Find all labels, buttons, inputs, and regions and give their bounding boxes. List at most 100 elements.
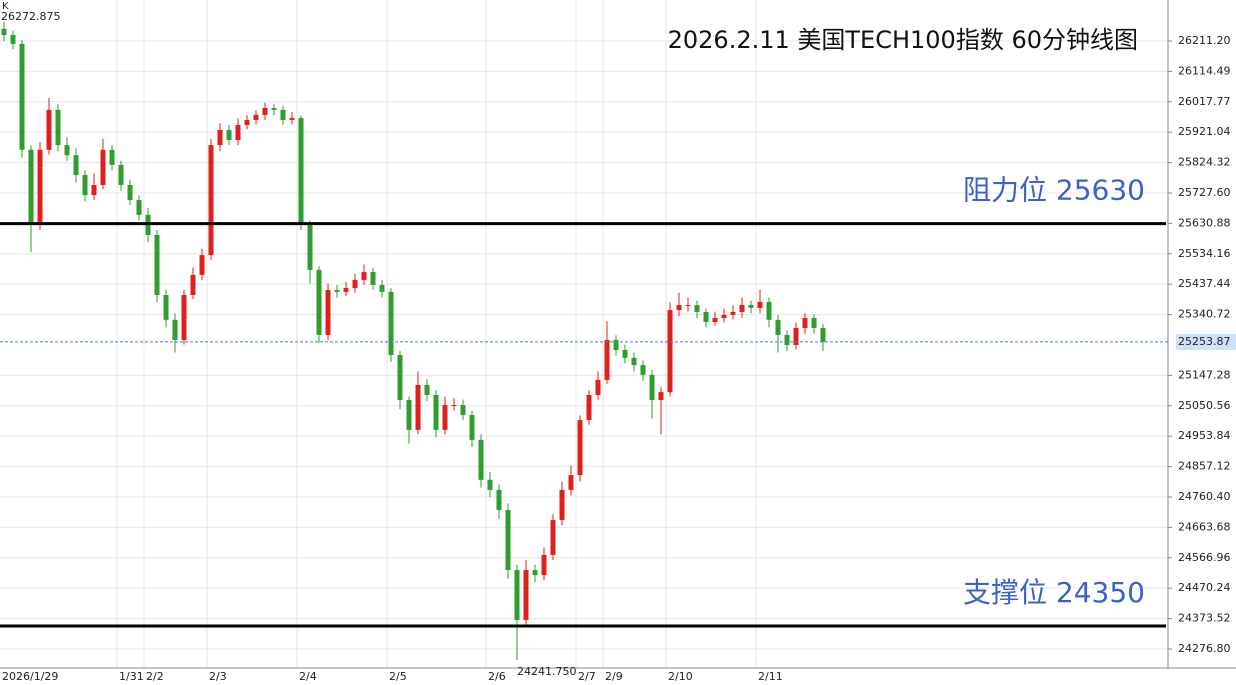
candle-body (793, 328, 799, 345)
candle-body (163, 295, 169, 320)
candle-body (235, 124, 241, 141)
max-label: 26272.875 (1, 10, 61, 23)
candle-body (658, 392, 664, 400)
x-tick-label: 2/2 (146, 670, 164, 683)
y-tick-label: 25630.88 (1178, 216, 1231, 229)
candle-body (487, 479, 493, 490)
y-tick-label: 25437.44 (1178, 277, 1231, 290)
candle-body (559, 489, 565, 521)
candle-body (523, 570, 529, 621)
candle-body (64, 145, 70, 156)
candle-body (766, 301, 772, 320)
candle-body (721, 314, 727, 318)
candle-body (244, 119, 250, 125)
candle-body (604, 339, 610, 380)
candle-body (622, 350, 628, 358)
candle-body (82, 174, 88, 196)
y-tick-label: 26211.20 (1178, 34, 1231, 47)
candle-body (478, 439, 484, 480)
candle-body (496, 489, 502, 510)
candle-body (379, 284, 385, 292)
candle-body (208, 145, 214, 256)
candle-body (676, 305, 682, 311)
candle-body (55, 109, 61, 146)
candle-body (271, 107, 277, 110)
candle-body (37, 149, 43, 225)
candle-body (262, 107, 268, 115)
y-tick-label: 25534.16 (1178, 247, 1231, 260)
candle-body (433, 394, 439, 430)
min-label: 24241.750 (517, 665, 577, 678)
candle-body (388, 291, 394, 356)
candle-body (370, 272, 376, 285)
candle-body (640, 365, 646, 375)
candle-body (469, 415, 475, 440)
candle-body (541, 554, 547, 576)
candle-body (28, 149, 34, 225)
y-tick-label: 26114.49 (1178, 64, 1231, 77)
candle-body (460, 405, 466, 416)
candle-body (316, 269, 322, 335)
candle-body (397, 355, 403, 400)
y-tick-label: 25921.04 (1178, 125, 1231, 138)
candle-body (181, 295, 187, 340)
candle-body (532, 570, 538, 576)
chart-title: 2026.2.11 美国TECH100指数 60分钟线图 (668, 26, 1138, 54)
candle-body (568, 475, 574, 490)
candle-body (442, 405, 448, 430)
candle-body (343, 288, 349, 292)
last-price-label: 25253.87 (1178, 335, 1231, 348)
candle-body (820, 328, 826, 342)
y-tick-label: 24953.84 (1178, 429, 1231, 442)
candle-body (406, 399, 412, 430)
y-tick-label: 25340.72 (1178, 308, 1231, 321)
candle-body (46, 109, 52, 150)
candle-body (451, 405, 457, 407)
candle-body (631, 357, 637, 366)
last-price-box (1176, 333, 1236, 350)
y-tick-label: 24663.68 (1178, 520, 1231, 533)
candle-body (703, 311, 709, 323)
x-tick-label: 2/5 (389, 670, 407, 683)
y-tick-label: 25050.56 (1178, 399, 1231, 412)
candle-body (136, 200, 142, 215)
candle-body (577, 420, 583, 476)
y-tick-label: 24760.40 (1178, 490, 1231, 503)
x-tick-label: 1/31 (119, 670, 144, 683)
y-tick-label: 24470.24 (1178, 581, 1231, 594)
candle-body (109, 149, 115, 165)
candle-body (280, 109, 286, 120)
candle-body (424, 384, 430, 395)
candles (1, 21, 826, 661)
x-tick-label: 2/6 (488, 670, 506, 683)
candle-body (73, 155, 79, 175)
candle-body (613, 339, 619, 351)
candle-body (550, 520, 556, 555)
candle-body (334, 289, 340, 292)
candle-body (586, 394, 592, 421)
candle-body (10, 35, 16, 44)
candle-body (685, 305, 691, 307)
x-tick-label: 2/10 (668, 670, 693, 683)
candle-body (811, 317, 817, 329)
candle-body (595, 379, 601, 395)
candle-body (739, 305, 745, 312)
y-tick-label: 25824.32 (1178, 156, 1231, 169)
candle-body (325, 289, 331, 335)
candle-body (694, 305, 700, 312)
candle-body (172, 319, 178, 340)
candle-body (19, 43, 25, 150)
candle-body (730, 311, 736, 315)
candle-body (784, 334, 790, 345)
candle-body (352, 279, 358, 289)
candle-body (91, 185, 97, 196)
y-tick-label: 26017.77 (1178, 95, 1231, 108)
x-tick-label: 2/11 (758, 670, 783, 683)
candle-body (127, 185, 133, 201)
candle-body (802, 317, 808, 329)
y-tick-label: 25727.60 (1178, 186, 1231, 199)
candle-body (199, 255, 205, 275)
x-tick-label: 2026/1/29 (2, 670, 58, 683)
candle-body (253, 114, 259, 120)
